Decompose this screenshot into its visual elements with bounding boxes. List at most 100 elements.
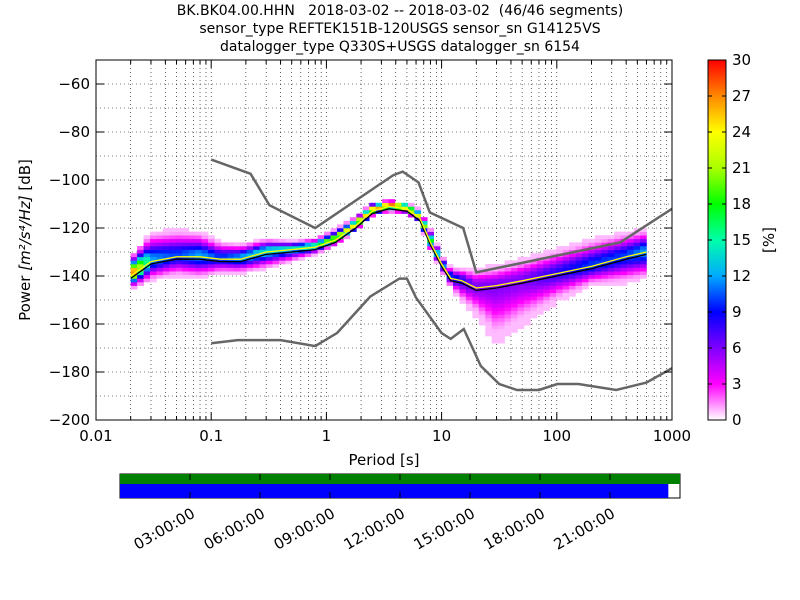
density-cell: [162, 267, 170, 272]
density-cell: [523, 274, 531, 279]
density-cell: [478, 278, 486, 283]
density-cell: [233, 246, 241, 250]
density-cell: [343, 235, 351, 240]
density-cell: [633, 260, 641, 265]
density-cell: [272, 242, 280, 247]
density-cell: [601, 264, 609, 268]
density-cell: [304, 238, 312, 243]
density-cell: [182, 271, 190, 276]
density-cell: [523, 318, 531, 322]
density-cell: [543, 274, 551, 279]
density-cell: [639, 274, 647, 279]
density-cell: [517, 321, 525, 326]
density-cell: [375, 202, 383, 207]
density-cell: [156, 246, 164, 250]
density-cell: [575, 282, 583, 286]
density-cell: [523, 314, 531, 319]
density-cell: [633, 278, 641, 283]
density-cell: [169, 228, 177, 232]
density-cell: [607, 238, 615, 243]
density-cell: [556, 289, 563, 294]
density-cell: [317, 235, 325, 240]
density-cell: [324, 246, 331, 250]
density-cell: [575, 285, 583, 290]
density-cell: [266, 260, 273, 265]
density-cell: [465, 296, 473, 301]
density-cell: [614, 260, 621, 265]
density-cell: [639, 256, 647, 261]
density-cell: [511, 285, 518, 290]
density-cell: [285, 260, 293, 265]
density-cell: [240, 249, 248, 254]
density-cell: [324, 231, 331, 236]
density-cell: [427, 246, 434, 250]
density-cell: [614, 278, 621, 283]
density-cell: [633, 238, 641, 243]
density-cell: [150, 256, 157, 261]
density-cell: [614, 249, 621, 254]
density-cell: [633, 246, 641, 250]
density-cell: [530, 285, 538, 290]
density-cell: [491, 300, 499, 304]
density-cell: [549, 264, 557, 268]
density-cell: [472, 289, 480, 294]
density-cell: [517, 274, 525, 279]
density-cell: [156, 253, 164, 258]
density-cell: [227, 271, 235, 276]
colorbar-tick-label: 15: [732, 231, 751, 249]
density-cell: [304, 242, 312, 247]
density-cell: [620, 249, 628, 254]
colorbar-tick-label: 24: [732, 123, 751, 141]
density-cell: [498, 274, 505, 279]
density-cell: [188, 253, 196, 258]
density-cell: [208, 260, 215, 265]
density-cell: [233, 253, 241, 258]
density-cell: [246, 253, 254, 258]
colorbar-tick-label: 9: [732, 303, 742, 321]
density-cell: [440, 256, 447, 261]
density-cell: [543, 296, 551, 301]
density-cell: [388, 206, 396, 211]
density-cell: [536, 300, 544, 304]
density-cell: [498, 278, 505, 283]
density-cell: [627, 246, 634, 250]
density-cell: [459, 267, 467, 272]
density-cell: [291, 256, 299, 261]
density-cell: [459, 278, 467, 283]
density-cell: [401, 202, 409, 207]
density-cell: [395, 206, 402, 211]
density-cell: [575, 246, 583, 250]
density-cell: [523, 282, 531, 286]
density-cell: [523, 303, 531, 308]
density-cell: [311, 242, 318, 247]
density-cell: [440, 260, 447, 265]
timeline-tick-label: 12:00:00: [341, 504, 408, 553]
density-cell: [414, 210, 422, 214]
density-cell: [427, 228, 434, 232]
density-cell: [465, 274, 473, 279]
density-cell: [614, 274, 621, 279]
density-cell: [543, 264, 551, 268]
density-cell: [627, 278, 634, 283]
density-cell: [478, 300, 486, 304]
density-cell: [485, 296, 493, 301]
density-cell: [472, 292, 480, 297]
density-cell: [569, 285, 576, 290]
density-cell: [285, 249, 293, 254]
density-cell: [182, 264, 190, 268]
density-cell: [330, 231, 338, 236]
density-cell: [182, 228, 190, 232]
density-cell: [343, 220, 351, 225]
density-cell: [420, 220, 428, 225]
density-cell: [517, 325, 525, 330]
density-cell: [246, 242, 254, 247]
density-cell: [150, 235, 157, 240]
density-cell: [162, 228, 170, 232]
density-cell: [639, 246, 647, 250]
y-tick-label: −100: [49, 171, 90, 189]
density-cell: [214, 249, 222, 254]
density-cell: [175, 235, 183, 240]
density-cell: [220, 253, 228, 258]
density-cell: [233, 242, 241, 247]
density-cell: [511, 264, 518, 268]
